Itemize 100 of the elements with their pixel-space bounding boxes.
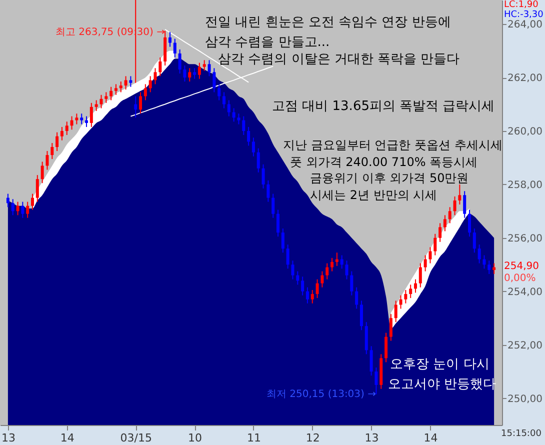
candlestick <box>286 244 290 270</box>
candlestick <box>340 254 344 270</box>
candlestick <box>438 222 442 242</box>
annotation: 고점 대비 13.65피의 폭발적 급락시세 <box>272 99 495 114</box>
candlestick <box>488 260 491 274</box>
x-tick-label: 14 <box>60 432 74 444</box>
y-tick-label: 260,00 <box>508 126 542 138</box>
candlestick <box>188 68 192 82</box>
candlestick <box>134 96 138 118</box>
candlestick <box>276 209 280 238</box>
candlestick <box>94 100 98 112</box>
candlestick <box>193 68 196 80</box>
candlestick <box>291 260 294 280</box>
y-tick-label: 250,00 <box>508 394 542 405</box>
candlestick <box>6 193 10 208</box>
candlestick <box>409 284 412 299</box>
candlestick <box>404 290 408 304</box>
candlestick <box>478 244 481 264</box>
candlestick <box>301 276 304 296</box>
candlestick <box>90 102 93 128</box>
candlestick <box>389 314 392 342</box>
y-tick-label: 256,00 <box>508 233 542 244</box>
candlestick <box>30 193 34 210</box>
candlestick <box>232 108 236 122</box>
annotation: 금융위기 이후 외가격 50만원 <box>310 171 469 185</box>
candlestick <box>202 60 206 72</box>
x-tick-label: 12 <box>306 432 320 444</box>
candlestick <box>350 270 354 296</box>
candlestick <box>237 113 240 125</box>
candlestick <box>492 262 496 274</box>
candlestick <box>242 116 246 136</box>
candlestick <box>75 113 78 125</box>
text: LC:1,90 <box>504 0 539 10</box>
candlestick <box>428 246 432 264</box>
candlestick <box>316 278 319 299</box>
candlestick <box>100 94 103 109</box>
candlestick <box>482 254 486 270</box>
candlestick <box>252 137 255 157</box>
candlestick <box>80 113 84 125</box>
annotation: 삼각 수렴의 이탈은 거대한 폭락을 만들다 <box>218 52 460 67</box>
candlestick <box>345 260 348 280</box>
candlestick <box>262 164 265 189</box>
candlestick <box>183 64 186 82</box>
candlestick <box>418 262 422 288</box>
candlestick <box>320 270 324 288</box>
candlestick <box>247 126 250 146</box>
candlestick <box>266 180 270 202</box>
candlestick <box>463 190 466 218</box>
candlestick <box>335 252 338 266</box>
candlestick <box>168 32 172 48</box>
y-tick-label: 254,00 <box>508 286 542 298</box>
x-tick-label: 13 <box>364 432 379 444</box>
annotation: 최저 250,15 (13:03) → <box>266 389 376 400</box>
annotation: 전일 내린 흰눈은 오전 속임수 연장 반등에 <box>205 15 451 30</box>
x-tick-label: 13 <box>1 432 16 444</box>
candlestick <box>443 214 446 232</box>
x-tick-label: 03/15 <box>120 432 152 444</box>
candlestick <box>414 278 417 294</box>
candlestick <box>458 184 462 205</box>
candlestick <box>360 300 363 331</box>
y-tick-label: 252,00 <box>508 340 542 352</box>
candlestick <box>148 76 152 93</box>
candlestick <box>281 228 284 254</box>
candlestick <box>124 76 128 90</box>
candlestick <box>326 262 329 280</box>
candlestick <box>158 56 162 77</box>
x-tick-label: 10 <box>188 432 202 444</box>
candlestick <box>272 193 275 218</box>
y-tick-label: 258,00 <box>508 180 542 191</box>
candlestick <box>11 198 14 216</box>
y-tick-label: 264,00 <box>508 20 542 31</box>
candlestick <box>40 161 44 184</box>
text: 15:15:00 <box>501 429 542 439</box>
y-tick-label: 262,00 <box>508 73 542 84</box>
annotation: 삼각 수렴을 만들고... <box>205 35 330 50</box>
annotation: 오후장 눈이 다시 <box>390 357 490 372</box>
candlestick <box>468 209 472 238</box>
candlestick <box>139 92 142 114</box>
candlestick <box>104 92 108 104</box>
candlestick <box>212 68 216 93</box>
candlestick <box>394 300 398 323</box>
candlestick <box>21 201 24 218</box>
candlestick <box>119 81 122 93</box>
text: 254,90 <box>504 261 539 272</box>
candlestick <box>448 206 452 224</box>
candlestick <box>218 84 221 101</box>
annotation: 시세는 2년 반만의 시세 <box>310 188 438 202</box>
candlestick <box>173 38 176 58</box>
candlestick <box>198 62 201 80</box>
candlestick <box>472 228 476 254</box>
candlestick <box>114 84 118 96</box>
candlestick <box>306 286 309 304</box>
candlestick <box>56 132 59 152</box>
annotation: 지난 금요일부터 언급한 풋옵션 추세시세 <box>283 138 502 152</box>
candlestick <box>110 86 113 101</box>
candlestick <box>208 60 211 77</box>
candlestick <box>60 126 64 141</box>
candlestick <box>355 286 358 310</box>
text: 0,00% <box>504 273 536 284</box>
text: HC:-3,30 <box>504 10 544 20</box>
